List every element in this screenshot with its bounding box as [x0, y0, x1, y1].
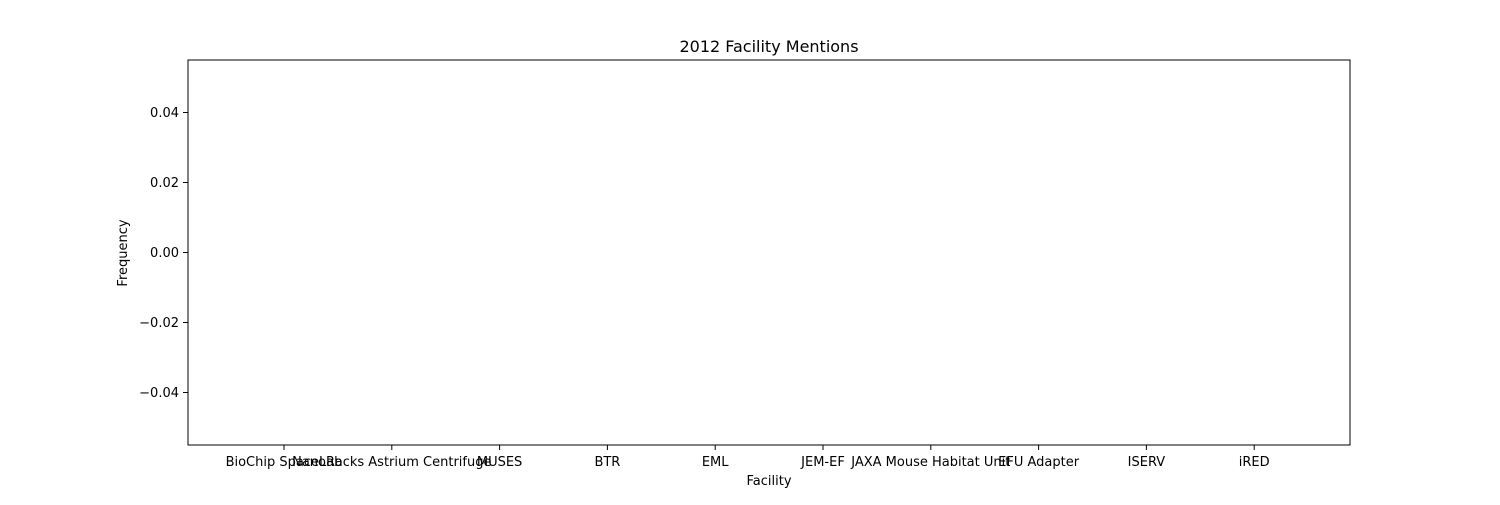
y-axis-ticks: −0.04 −0.02 0.00 0.02 0.04 [139, 106, 188, 401]
x-tick-label: iRED [1239, 455, 1270, 470]
y-tick-label: −0.02 [139, 316, 179, 331]
chart-title: 2012 Facility Mentions [679, 37, 858, 56]
x-tick-label: NanoRacks Astrium Centrifuge [292, 455, 491, 470]
x-tick-label: MUSES [477, 455, 522, 470]
x-axis-label: Facility [746, 474, 791, 489]
y-axis-label: Frequency [116, 219, 131, 286]
x-tick-label: BioChip SpaceLab [226, 455, 343, 470]
y-tick-label: 0.02 [150, 176, 179, 191]
x-tick-label: JAXA Mouse Habitat Unit [850, 455, 1010, 470]
y-tick-label: 0.04 [150, 106, 179, 121]
y-tick-label: −0.04 [139, 386, 179, 401]
plot-background [188, 60, 1350, 445]
plot-frame [187, 59, 1351, 446]
x-tick-label: JEM-EF [800, 455, 845, 470]
x-tick-label: BTR [594, 455, 620, 470]
x-tick-label: ISERV [1128, 455, 1166, 470]
y-tick-label: 0.00 [150, 246, 179, 261]
x-tick-label: EFU Adapter [998, 455, 1080, 470]
x-tick-label: EML [702, 455, 729, 470]
